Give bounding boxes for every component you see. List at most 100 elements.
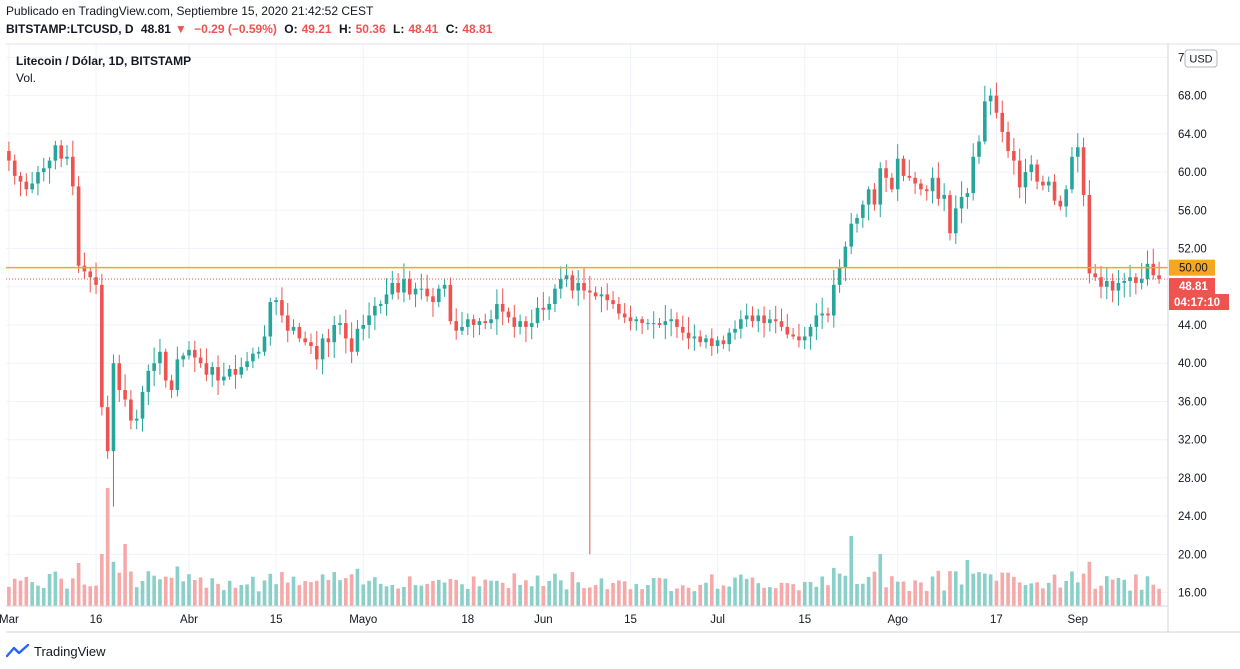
candle-body [861,204,865,218]
candle-body [413,288,418,295]
candle-body [59,145,63,159]
candle-body [1075,147,1080,157]
volume-bar [529,586,534,606]
volume-bar [129,571,133,606]
candle-body [669,319,673,322]
candle-body [483,321,488,324]
candle-body [553,288,557,304]
candle-body [593,292,598,297]
volume-legend: Vol. [16,71,36,85]
candle-body [640,319,644,324]
x-tick-label: 15 [270,614,283,626]
volume-bar [59,578,63,606]
volume-bar [727,586,732,606]
volume-bar [407,576,412,606]
volume-bar [280,571,284,606]
candle-body [953,208,958,234]
volume-bar [297,585,302,606]
candle-body [448,284,453,322]
volume-bar [1093,588,1097,606]
volume-bar [53,571,58,606]
candle-body [431,296,435,303]
volume-bar [1023,585,1028,606]
candle-body [733,328,737,333]
volume-bar [965,560,970,606]
candle-body [442,284,447,289]
hline-price-label: 50.00 [1169,259,1215,276]
candle-body [41,168,46,173]
volume-bar [1052,574,1057,606]
volume-bar [12,578,17,606]
candle-body [1017,160,1022,188]
volume-bar [646,585,650,606]
countdown-label: 04:17:10 [1169,294,1229,311]
candle-body [698,336,702,343]
candle-body [76,186,81,266]
candle-body [622,313,627,318]
volume-bar [326,579,331,606]
volume-bar [76,562,81,606]
candle-body [797,336,801,341]
candle-body [390,282,395,295]
down-arrow-icon: ▼ [174,22,187,36]
volume-bar [332,572,337,606]
candle-body [210,367,215,375]
candle-body [1046,181,1051,186]
candle-body [192,349,197,358]
x-tick-label: Mar [0,614,19,626]
volume-bar [959,584,964,606]
volume-bar [709,574,714,606]
volume-bar [901,581,906,606]
volume-bar [1139,589,1144,606]
candle-body [849,223,854,247]
candle-body [134,418,139,421]
symbol-line: BITSTAMP:LTCUSD, D 48.81 ▼ −0.29 (−0.59%)… [6,22,500,36]
candle-body [907,175,912,178]
candle-body [1139,279,1144,283]
volume-bar [617,580,621,606]
y-tick-label: 68.00 [1178,91,1207,103]
volume-bar [256,591,261,606]
candle-body [1151,263,1156,276]
candle-body [901,158,906,176]
candle-body [129,399,133,421]
volume-bar [222,590,226,606]
candle-body [500,303,505,312]
candle-body [1099,277,1103,287]
volume-bar [872,571,877,606]
volume-bar [593,585,598,606]
candle-body [268,302,273,337]
volume-bar [553,573,557,606]
candle-body [756,315,761,322]
tradingview-brand[interactable]: TradingView [6,641,106,661]
candle-body [541,307,546,310]
candle-body [988,95,993,102]
volume-bar [1157,588,1161,606]
y-tick-label: 32.00 [1178,435,1207,447]
candle-body [750,315,755,322]
volume-bar [30,582,34,606]
volume-bar [65,588,69,606]
volume-bar [268,573,273,606]
candle-body [181,355,185,360]
volume-bar [1099,585,1103,606]
volume-bar [1012,576,1016,606]
candle-body [65,156,69,159]
candle-body [524,321,528,327]
candle-body [326,338,331,343]
volume-bar [1087,561,1092,606]
candle-body [1087,195,1092,274]
candle-body [1064,189,1068,207]
candle-body [1134,277,1138,283]
volume-bar [831,567,836,606]
price-axis[interactable] [1168,44,1240,632]
candle-body [1070,156,1074,190]
volume-bar [303,581,307,606]
volume-bar [460,584,464,606]
candle-body [680,326,685,333]
volume-bar [198,577,203,606]
volume-bar [448,578,453,606]
currency-button[interactable]: USD [1184,49,1218,68]
candle-body [576,282,580,291]
